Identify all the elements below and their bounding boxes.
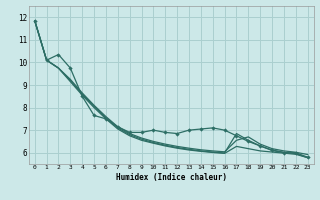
X-axis label: Humidex (Indice chaleur): Humidex (Indice chaleur): [116, 173, 227, 182]
